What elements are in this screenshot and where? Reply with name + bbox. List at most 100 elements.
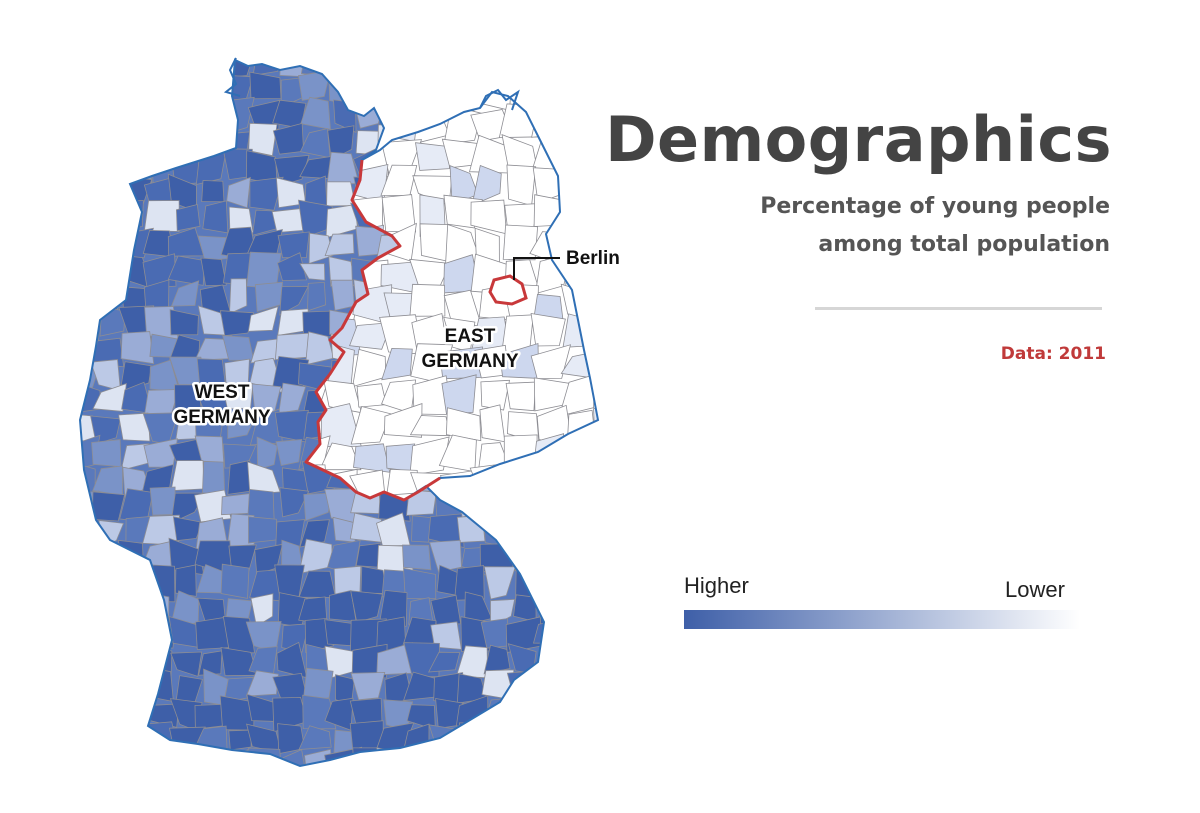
district: [429, 780, 465, 802]
district: [457, 776, 486, 810]
district: [379, 92, 419, 107]
district: [252, 60, 281, 76]
district: [80, 543, 102, 574]
district: [561, 494, 598, 500]
district: [194, 382, 231, 416]
district: [353, 443, 391, 473]
district: [483, 774, 512, 809]
district: [247, 306, 279, 332]
district: [118, 412, 151, 442]
district: [80, 720, 96, 756]
district: [307, 281, 327, 312]
district: [330, 279, 355, 311]
district: [506, 669, 544, 701]
subtitle-line-1: Percentage of young people: [760, 194, 1110, 219]
district: [80, 202, 99, 235]
district: [381, 347, 413, 381]
district: [80, 229, 93, 257]
district: [600, 386, 620, 414]
district: [428, 513, 465, 549]
district: [514, 779, 534, 801]
district: [274, 332, 309, 361]
district: [502, 224, 539, 261]
district: [507, 60, 540, 82]
subtitle: Percentage of young people among total p…: [640, 188, 1110, 264]
district: [170, 460, 205, 492]
district: [402, 60, 438, 82]
district: [590, 283, 598, 325]
district: [487, 745, 516, 766]
district: [194, 751, 229, 766]
page-title: Demographics: [605, 103, 1112, 176]
district: [201, 180, 225, 203]
district: [172, 516, 204, 542]
district: [538, 492, 544, 522]
district: [80, 60, 95, 80]
district: [275, 439, 303, 466]
district: [80, 149, 100, 186]
district: [432, 60, 461, 81]
berlin-label: Berlin: [566, 248, 620, 269]
district: [378, 101, 413, 131]
district: [503, 434, 538, 476]
district: [194, 776, 230, 805]
district: [170, 280, 200, 307]
legend-lower-label: Lower: [1005, 577, 1065, 602]
district: [168, 125, 204, 154]
district: [226, 176, 251, 209]
district: [502, 466, 539, 500]
district: [458, 722, 490, 757]
district: [92, 599, 126, 626]
district: [558, 374, 595, 417]
district: [593, 404, 598, 441]
district: [537, 591, 544, 628]
district: [431, 753, 463, 766]
district: [220, 563, 250, 599]
district: [94, 775, 123, 809]
district: [510, 544, 542, 570]
district: [226, 513, 255, 550]
district: [510, 486, 537, 524]
district: [80, 303, 97, 336]
divider: [815, 307, 1102, 310]
district: [303, 492, 333, 522]
district: [471, 164, 502, 206]
district: [483, 513, 518, 550]
district: [441, 374, 477, 415]
district: [299, 263, 326, 281]
district: [349, 322, 393, 350]
north-coast: [223, 57, 241, 97]
district: [80, 565, 100, 602]
district: [174, 564, 197, 597]
district: [169, 781, 201, 810]
district: [409, 92, 454, 109]
district: [480, 722, 516, 755]
district: [406, 489, 437, 516]
district: [116, 60, 150, 79]
district: [464, 753, 489, 766]
district: [245, 670, 279, 697]
district: [327, 125, 355, 161]
district: [171, 96, 203, 132]
district: [415, 142, 451, 171]
district: [200, 257, 227, 287]
district: [535, 512, 544, 550]
district: [439, 92, 475, 114]
district: [123, 123, 148, 159]
berlin-leader-line: [513, 257, 560, 280]
district: [411, 515, 433, 543]
district: [168, 72, 207, 100]
district: [563, 200, 598, 234]
district: [407, 77, 433, 107]
district: [116, 590, 146, 626]
west-label-line1: WEST: [195, 382, 250, 403]
district: [118, 70, 151, 103]
district: [170, 651, 203, 677]
district: [535, 571, 544, 595]
district: [535, 463, 544, 497]
data-year: Data: 2011: [1000, 344, 1106, 364]
district: [201, 460, 226, 495]
district: [143, 200, 180, 232]
district: [202, 200, 229, 234]
district: [533, 747, 544, 766]
